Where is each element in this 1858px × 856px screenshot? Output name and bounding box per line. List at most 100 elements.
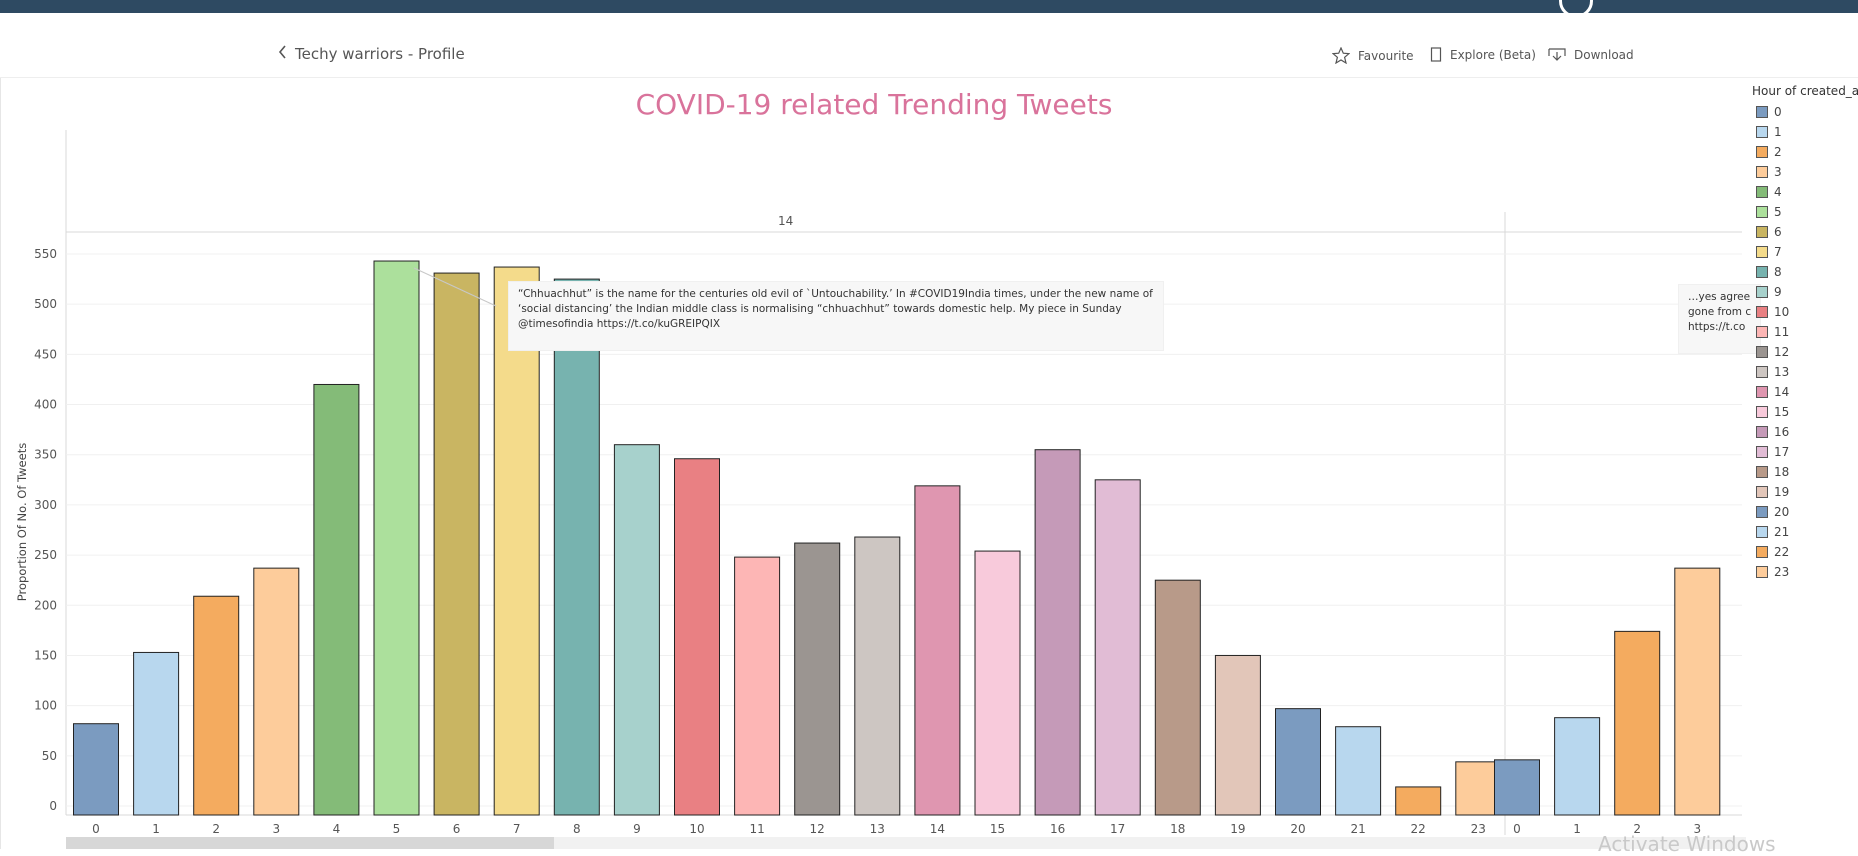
legend-swatch <box>1756 166 1768 178</box>
tweet-tooltip-partial: …yes agree gone from c https://t.co <box>1678 284 1761 354</box>
legend-swatch <box>1756 126 1768 138</box>
document-icon <box>1430 47 1442 62</box>
explore-beta-button[interactable]: Explore (Beta) <box>1430 47 1536 62</box>
x-tick-label: 7 <box>513 822 521 836</box>
legend-swatch <box>1756 206 1768 218</box>
legend-item[interactable]: 13 <box>1752 362 1858 382</box>
legend-swatch <box>1756 326 1768 338</box>
legend-label: 4 <box>1774 185 1782 199</box>
windows-activation-watermark: Activate Windows <box>1598 832 1776 856</box>
legend-item[interactable]: 0 <box>1752 102 1858 122</box>
legend-swatch <box>1756 506 1768 518</box>
x-tick-label: 19 <box>1230 822 1245 836</box>
x-tick-label: 0 <box>92 822 100 836</box>
x-tick-label: 1 <box>152 822 160 836</box>
favourite-button[interactable]: Favourite <box>1332 47 1414 64</box>
x-tick-label: 3 <box>1693 822 1701 836</box>
legend-items: 0 1 2 3 4 5 6 7 8 9 10 11 12 13 14 15 16 17 18 19 20 21 22 23 <box>1752 102 1858 582</box>
legend-swatch <box>1756 406 1768 418</box>
y-tick-label: 550 <box>34 247 57 261</box>
bar <box>1455 761 1502 816</box>
legend-item[interactable]: 6 <box>1752 222 1858 242</box>
legend-item[interactable]: 17 <box>1752 442 1858 462</box>
x-tick-label: 23 <box>1471 822 1486 836</box>
x-tick-label: 6 <box>453 822 461 836</box>
x-tick-label: 15 <box>990 822 1005 836</box>
bar <box>613 444 660 816</box>
bar <box>1494 759 1540 816</box>
legend-swatch <box>1756 466 1768 478</box>
x-tick-label: 21 <box>1350 822 1365 836</box>
legend-item[interactable]: 2 <box>1752 142 1858 162</box>
bar <box>1154 579 1201 816</box>
legend-item[interactable]: 19 <box>1752 482 1858 502</box>
y-tick-label: 50 <box>42 749 57 763</box>
legend-item[interactable]: 14 <box>1752 382 1858 402</box>
legend-label: 16 <box>1774 425 1790 439</box>
legend-swatch <box>1756 146 1768 158</box>
legend-item[interactable]: 23 <box>1752 562 1858 582</box>
legend-label: 0 <box>1774 105 1782 119</box>
legend-label: 15 <box>1774 405 1790 419</box>
favourite-label: Favourite <box>1358 48 1414 63</box>
legend-item[interactable]: 4 <box>1752 182 1858 202</box>
explore-label: Explore (Beta) <box>1450 47 1536 62</box>
viz-toolbar: Techy warriors - Profile Favourite Explo… <box>0 13 1858 78</box>
legend-item[interactable]: 8 <box>1752 262 1858 282</box>
x-tick-label: 13 <box>870 822 885 836</box>
legend-label: 12 <box>1774 345 1790 359</box>
bar <box>1335 726 1382 816</box>
x-tick-label: 20 <box>1290 822 1305 836</box>
legend-item[interactable]: 12 <box>1752 342 1858 362</box>
bar <box>193 595 240 816</box>
legend-item[interactable]: 20 <box>1752 502 1858 522</box>
x-tick-label: 8 <box>573 822 581 836</box>
legend-swatch <box>1756 286 1768 298</box>
legend-item[interactable]: 16 <box>1752 422 1858 442</box>
legend-label: 13 <box>1774 365 1790 379</box>
legend-swatch <box>1756 346 1768 358</box>
legend-item[interactable]: 1 <box>1752 122 1858 142</box>
y-tick-label: 150 <box>34 648 57 662</box>
bar <box>1214 654 1261 816</box>
bar <box>1034 449 1081 816</box>
bar <box>914 485 961 816</box>
color-legend: Hour of created_at 0 1 2 3 4 5 6 7 8 9 10 11 12 13 14 1… <box>1752 84 1858 582</box>
bar <box>1395 786 1442 816</box>
x-tick-label: 2 <box>212 822 220 836</box>
bar <box>553 278 600 816</box>
x-tick-label: 10 <box>689 822 704 836</box>
visualization-area <box>0 78 1858 849</box>
bar <box>974 550 1021 816</box>
x-tick-label: 17 <box>1110 822 1125 836</box>
bar <box>1554 717 1601 816</box>
legend-item[interactable]: 3 <box>1752 162 1858 182</box>
legend-swatch <box>1756 426 1768 438</box>
legend-swatch <box>1756 246 1768 258</box>
chevron-left-icon <box>278 45 287 63</box>
legend-item[interactable]: 22 <box>1752 542 1858 562</box>
legend-swatch <box>1756 186 1768 198</box>
legend-item[interactable]: 21 <box>1752 522 1858 542</box>
y-tick-label: 350 <box>34 448 57 462</box>
bar <box>433 272 480 816</box>
legend-item[interactable]: 11 <box>1752 322 1858 342</box>
legend-item[interactable]: 10 <box>1752 302 1858 322</box>
legend-item[interactable]: 7 <box>1752 242 1858 262</box>
bar <box>253 567 300 816</box>
bar <box>373 260 420 816</box>
back-to-profile-link[interactable]: Techy warriors - Profile <box>278 45 465 63</box>
legend-label: 23 <box>1774 565 1790 579</box>
legend-item[interactable]: 18 <box>1752 462 1858 482</box>
x-tick-label: 22 <box>1411 822 1426 836</box>
download-button[interactable]: Download <box>1548 47 1634 62</box>
legend-label: 21 <box>1774 525 1790 539</box>
legend-item[interactable]: 15 <box>1752 402 1858 422</box>
legend-swatch <box>1756 226 1768 238</box>
legend-label: 6 <box>1774 225 1782 239</box>
legend-item[interactable]: 9 <box>1752 282 1858 302</box>
horizontal-scrollbar-thumb[interactable] <box>66 837 554 849</box>
bar <box>1674 567 1721 816</box>
legend-item[interactable]: 5 <box>1752 202 1858 222</box>
